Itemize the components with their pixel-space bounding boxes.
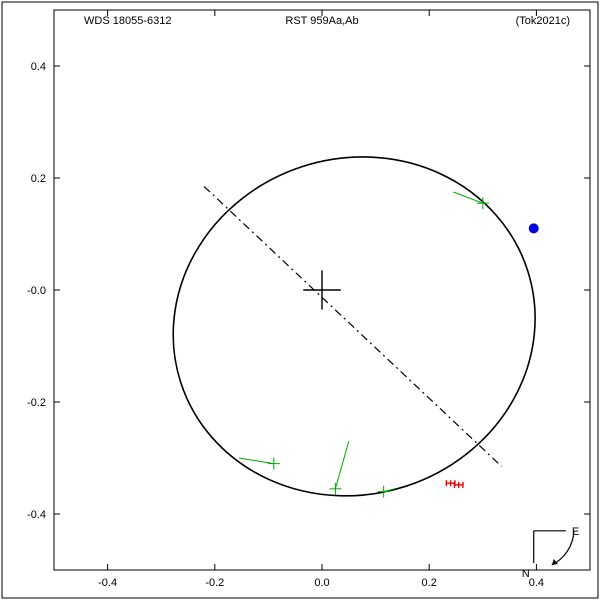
compass-e-label: E [572,526,579,538]
y-tick-label: -0.0 [27,285,46,297]
x-tick-label: -0.4 [98,577,117,589]
title-left: WDS 18055-6312 [84,15,171,27]
compass-n-label: N [522,568,530,580]
y-tick-label: 0.4 [31,61,46,73]
orbit-plot-container: -0.4 -0.2 0.0 0.2 0.4 -0.4 -0.2 -0.0 0.2 0.4 WDS 1… [0,0,600,600]
y-tick-label: 0.2 [31,173,46,185]
title-right: (Tok2021c) [516,15,570,27]
x-tick-label: 0.0 [314,577,329,589]
blue-marker [529,223,539,233]
y-tick-label: -0.4 [27,509,46,521]
x-tick-label: 0.4 [529,577,544,589]
title-center: RST 959Aa,Ab [285,15,358,27]
orbit-plot-svg: -0.4 -0.2 0.0 0.2 0.4 -0.4 -0.2 -0.0 0.2 0.4 WDS 1… [0,0,600,600]
x-tick-label: -0.2 [205,577,224,589]
y-tick-label: -0.2 [27,397,46,409]
x-tick-label: 0.2 [422,577,437,589]
